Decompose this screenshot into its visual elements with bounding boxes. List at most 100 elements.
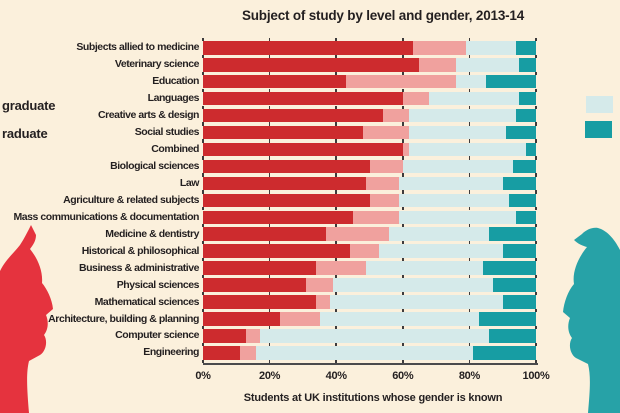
x-axis-tick-label: 40% xyxy=(325,370,347,382)
female-postgraduate-segment xyxy=(402,142,410,157)
male-undergraduate-segment xyxy=(402,159,513,174)
y-axis-label: Biological sciences xyxy=(110,159,199,172)
female-postgraduate-segment xyxy=(352,210,400,225)
gridline-tick xyxy=(268,325,271,330)
stacked-bar xyxy=(203,295,536,309)
legend-swatch-undergraduate-male xyxy=(586,96,613,113)
gridline-tick xyxy=(468,359,471,364)
female-undergraduate-segment xyxy=(203,142,403,157)
female-profile-silhouette xyxy=(0,225,53,413)
gridline-tick xyxy=(468,88,471,92)
gridline-tick xyxy=(468,308,471,313)
gridline-tick xyxy=(535,224,537,228)
gridline-tick xyxy=(202,71,204,75)
stacked-bar xyxy=(203,227,536,242)
gridline-tick xyxy=(202,156,204,160)
gridline-tick xyxy=(535,275,537,279)
gridline-tick xyxy=(402,342,404,347)
male-postgraduate-segment xyxy=(506,125,536,140)
gridline-tick xyxy=(202,325,204,330)
female-undergraduate-segment xyxy=(203,244,350,258)
y-axis-label: Social studies xyxy=(134,126,200,139)
gridline-tick xyxy=(335,71,337,75)
gridline-tick xyxy=(202,275,204,279)
legend-swatch-postgraduate-male xyxy=(585,121,612,138)
gridline-tick xyxy=(335,359,337,364)
male-undergraduate-segment xyxy=(399,210,516,225)
male-postgraduate-segment xyxy=(489,329,536,343)
gridline-tick xyxy=(268,258,271,262)
gridline-tick xyxy=(335,308,337,313)
female-postgraduate-segment xyxy=(279,312,320,326)
gridline-tick xyxy=(202,122,204,126)
y-axis-label: Veterinary science xyxy=(114,58,200,71)
gridline-tick xyxy=(402,156,404,160)
gridline-tick xyxy=(535,122,537,126)
stacked-bar xyxy=(203,329,536,343)
female-postgraduate-segment xyxy=(419,57,457,72)
gridline-tick xyxy=(402,359,404,364)
gridline-tick xyxy=(202,342,204,347)
male-postgraduate-segment xyxy=(486,74,536,89)
gridline-tick xyxy=(535,207,537,211)
gridline-tick xyxy=(468,173,471,177)
chart-title: Subject of study by level and gender, 20… xyxy=(241,8,525,23)
female-postgraduate-segment xyxy=(382,108,410,123)
x-axis-tick-label: 20% xyxy=(259,370,281,382)
male-undergraduate-segment xyxy=(456,57,520,72)
gridline-tick xyxy=(268,308,271,313)
male-undergraduate-segment xyxy=(379,244,503,258)
gridline-tick xyxy=(268,88,271,92)
gridline-tick xyxy=(202,173,204,177)
y-axis-label: Computer science xyxy=(115,329,199,342)
female-postgraduate-segment xyxy=(349,244,380,258)
male-profile-silhouette xyxy=(563,227,620,413)
female-postgraduate-segment xyxy=(362,125,410,140)
gridline-tick xyxy=(268,359,271,364)
female-undergraduate-segment xyxy=(203,193,370,208)
female-postgraduate-segment xyxy=(402,91,430,106)
gridline-tick xyxy=(335,190,337,194)
female-postgraduate-segment xyxy=(316,261,367,275)
gridline-tick xyxy=(402,241,404,245)
y-axis-label: Creative arts & design xyxy=(98,109,199,122)
x-axis-tick-label: 100% xyxy=(522,370,550,382)
gridline-tick xyxy=(402,325,404,330)
male-postgraduate-segment xyxy=(516,210,536,225)
gridline-tick xyxy=(535,308,537,313)
female-undergraduate-segment xyxy=(203,312,280,326)
female-postgraduate-segment xyxy=(326,227,390,242)
gridline-tick xyxy=(335,37,337,41)
gridline-tick xyxy=(402,275,404,279)
gridline-tick xyxy=(535,325,537,330)
female-postgraduate-segment xyxy=(369,159,403,174)
female-profile-outline xyxy=(0,225,53,413)
y-axis-label: Physical sciences xyxy=(116,278,200,291)
female-undergraduate-segment xyxy=(203,210,353,225)
gridline-tick xyxy=(402,258,404,262)
male-postgraduate-segment xyxy=(509,193,536,208)
male-undergraduate-segment xyxy=(429,91,520,106)
stacked-bar xyxy=(203,312,536,326)
gridline-tick xyxy=(535,291,537,296)
gridline-tick xyxy=(535,359,537,364)
male-postgraduate-segment xyxy=(472,346,536,360)
gridline-tick xyxy=(335,207,337,211)
gridline-tick xyxy=(402,207,404,211)
male-postgraduate-segment xyxy=(515,108,536,123)
gridline-tick xyxy=(268,173,271,177)
gridline-tick xyxy=(402,122,404,126)
x-axis-line xyxy=(203,363,538,365)
male-undergraduate-segment xyxy=(399,193,510,208)
male-undergraduate-segment xyxy=(332,278,493,292)
gridline-tick xyxy=(535,54,537,58)
male-postgraduate-segment xyxy=(512,159,536,174)
gridline-tick xyxy=(202,88,204,92)
male-postgraduate-segment xyxy=(502,176,536,191)
gridline-tick xyxy=(335,224,337,228)
stacked-bar xyxy=(203,125,536,140)
gridline-tick xyxy=(268,37,271,41)
gridline-tick xyxy=(402,88,404,92)
stacked-bar xyxy=(203,193,536,208)
gridline-tick xyxy=(402,139,404,143)
